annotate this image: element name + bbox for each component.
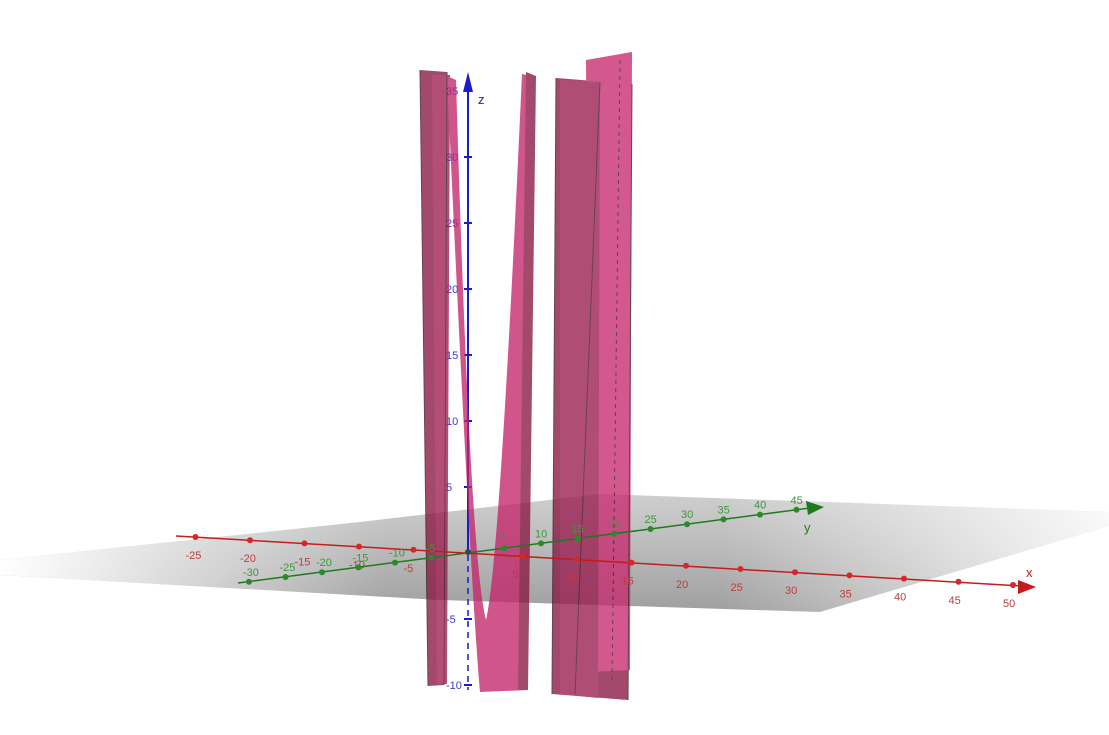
x-axis-tick-label: 35	[840, 588, 852, 600]
x-axis[interactable]: -25 -20 -15 -10 -5 5 10 15 20 25 30 35 40 45 50 x	[175, 534, 1036, 610]
surface-strip-center	[518, 72, 536, 690]
y-axis-tick	[501, 545, 508, 552]
x-axis-tick	[519, 553, 526, 560]
x-axis-tick-label: 25	[731, 582, 743, 594]
x-axis-tick	[737, 566, 744, 572]
y-axis-tick	[392, 559, 398, 566]
y-axis-tick	[684, 521, 690, 528]
x-axis-tick	[901, 575, 907, 582]
y-axis-tick-label: 25	[645, 514, 657, 526]
x-axis-tick	[846, 572, 853, 579]
z-axis-tick-label: 20	[446, 284, 458, 296]
y-axis-tick-label: -20	[316, 557, 332, 569]
x-axis-tick-label: 30	[785, 585, 797, 597]
x-axis-tick	[574, 556, 580, 563]
y-axis-tick	[538, 540, 544, 547]
x-axis-tick	[247, 537, 253, 544]
y-axis-tick-label: 35	[718, 504, 730, 516]
x-axis-arrow-icon	[1018, 580, 1036, 594]
x-axis-tick	[683, 562, 689, 569]
surface-strip-left-inner	[432, 75, 450, 684]
y-axis-tick-label: -25	[280, 562, 296, 574]
y-axis-tick	[647, 526, 654, 532]
surface-parabola	[447, 74, 530, 692]
x-axis-tick-label: 40	[894, 592, 906, 604]
y-axis-tick-label: 40	[754, 500, 766, 512]
y-axis-tick	[319, 569, 325, 576]
y-axis[interactable]: -30 -25 -20 -15 -10 -5 5 10 15 20 25 30 35 40 45 y	[237, 495, 824, 585]
x-axis-tick-label: -5	[404, 563, 414, 575]
x-axis-tick	[192, 534, 199, 540]
surface-graph[interactable]	[419, 52, 633, 701]
x-axis-tick	[410, 546, 417, 553]
x-axis-tick	[356, 543, 362, 550]
y-axis-tick-label: 45	[791, 495, 803, 507]
x-axis-tick	[628, 559, 635, 566]
y-axis-tick-label: -30	[243, 567, 259, 579]
y-axis-tick	[282, 574, 289, 580]
x-axis-tick-label: 15	[622, 576, 634, 588]
x-axis-label: x	[1026, 565, 1033, 580]
x-axis-tick-label: -25	[186, 550, 202, 562]
x-axis-tick	[792, 569, 798, 576]
y-axis-tick-label: 15	[572, 524, 584, 536]
y-axis-tick	[793, 506, 800, 513]
x-axis-tick-label: -20	[240, 553, 256, 565]
y-axis-tick-label: -5	[426, 543, 436, 555]
y-axis-tick	[611, 530, 617, 537]
x-axis-tick-label: 10	[567, 572, 579, 584]
z-axis-label: z	[478, 92, 485, 107]
x-axis-tick-label: 5	[513, 569, 519, 581]
z-axis-tick-label: 15	[446, 350, 458, 362]
z-axis-tick-label: -10	[446, 680, 462, 692]
xy-plane[interactable]	[0, 494, 1109, 612]
y-axis-tick-label: -15	[353, 552, 369, 564]
x-axis-tick-label: 20	[676, 579, 688, 591]
y-axis-tick	[574, 535, 581, 542]
x-axis-tick	[955, 578, 962, 585]
origin-point[interactable]	[465, 549, 471, 555]
z-axis-tick-label: -5	[446, 614, 456, 626]
y-axis-tick-label: 5	[499, 533, 505, 545]
y-axis-arrow-icon	[806, 501, 824, 515]
z-axis-tick-label: 5	[446, 482, 452, 494]
x-axis-tick	[301, 540, 308, 547]
x-axis-tick-label: -15	[295, 556, 311, 568]
y-axis-tick	[720, 516, 727, 523]
x-axis-tick	[1010, 582, 1016, 588]
x-axis-tick-label: 45	[949, 595, 961, 607]
surface-slab-right-front	[560, 80, 600, 698]
z-axis-tick-label: 10	[446, 416, 458, 428]
y-axis-tick	[355, 564, 362, 571]
x-axis-tick-label: 50	[1003, 598, 1015, 610]
y-axis-tick	[246, 578, 252, 585]
y-axis-tick-label: 30	[681, 509, 693, 521]
y-axis-tick-label: 20	[608, 519, 620, 531]
y-axis-tick	[428, 554, 435, 561]
y-axis-tick-label: -10	[389, 548, 405, 560]
y-axis-label: y	[804, 520, 811, 535]
z-axis-arrow-icon	[463, 72, 473, 92]
y-axis-tick-label: 10	[535, 528, 547, 540]
y-axis-tick	[757, 511, 763, 518]
